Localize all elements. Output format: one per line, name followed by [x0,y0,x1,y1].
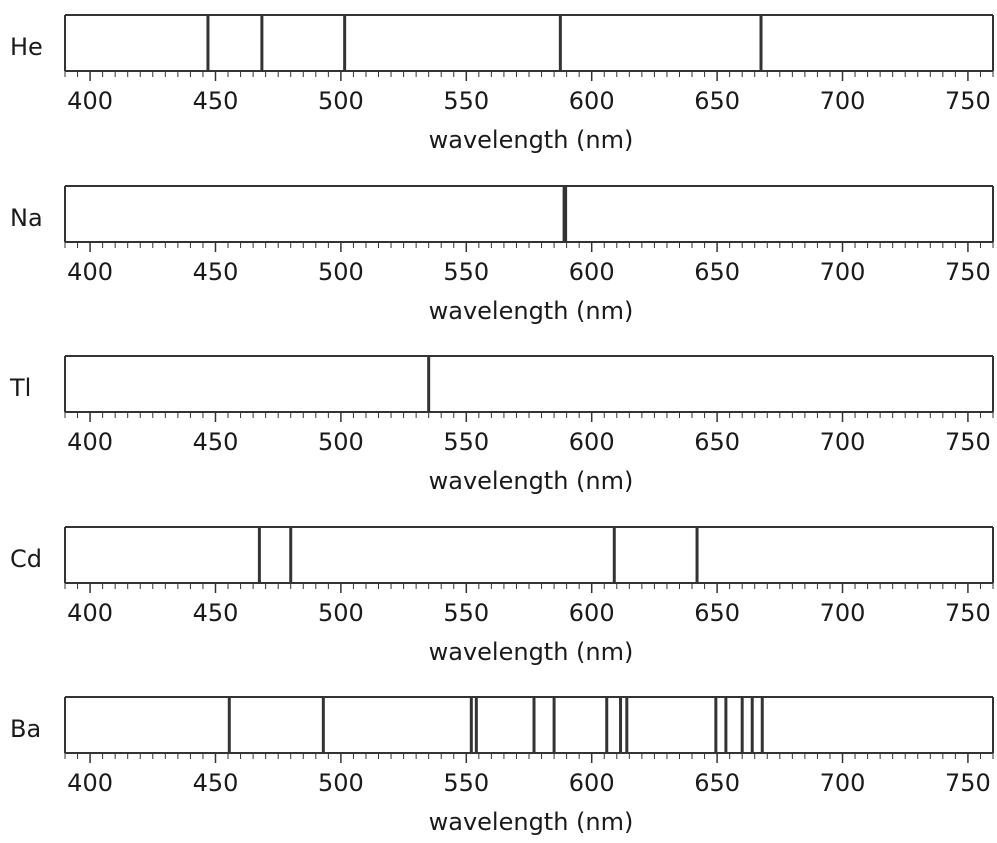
x-tick-label: 400 [67,599,113,627]
x-tick-label: 750 [945,87,991,115]
x-tick-label: 450 [193,599,239,627]
spectrum-panel-ba: Ba 400 450 500 550 600 650 700 750 wavelength (nm… [10,696,994,836]
spectrum-panel-he: He 400 450 500 550 600 650 700 750 wavelength (nm… [10,14,994,154]
x-tick-label: 500 [318,258,364,286]
x-tick-label: 600 [569,428,615,456]
x-tick-label: 400 [67,87,113,115]
x-tick-label: 450 [193,87,239,115]
x-tick-label: 550 [443,258,489,286]
element-label: Tl [9,374,31,402]
x-tick-label: 700 [820,599,866,627]
x-tick-label: 550 [443,87,489,115]
x-tick-label: 700 [820,258,866,286]
x-tick-label: 650 [694,428,740,456]
x-tick-label: 550 [443,428,489,456]
x-tick-label: 600 [569,769,615,797]
x-tick-label: 450 [193,258,239,286]
spectrum-panel-cd: Cd 400 450 500 550 600 650 700 750 wavelength (nm… [10,526,994,666]
x-tick-label: 500 [318,599,364,627]
x-tick-label: 600 [569,87,615,115]
spectrum-panel-na: Na 400 450 500 550 600 650 700 750 wavelength (nm… [10,185,994,325]
x-tick-label: 650 [694,599,740,627]
x-tick-label: 750 [945,258,991,286]
x-axis-title: wavelength (nm) [429,638,634,666]
x-tick-label: 750 [945,599,991,627]
x-tick-label: 450 [193,428,239,456]
x-tick-label: 500 [318,769,364,797]
x-axis-title: wavelength (nm) [429,126,634,154]
x-tick-label: 500 [318,428,364,456]
x-tick-label: 500 [318,87,364,115]
x-tick-label: 400 [67,428,113,456]
x-tick-label: 400 [67,769,113,797]
x-tick-label: 700 [820,87,866,115]
x-tick-label: 700 [820,769,866,797]
x-tick-label: 450 [193,769,239,797]
element-label: Ba [10,715,41,743]
x-tick-label: 550 [443,599,489,627]
x-tick-label: 650 [694,87,740,115]
x-tick-label: 650 [694,258,740,286]
element-label: Cd [10,545,42,573]
x-tick-label: 550 [443,769,489,797]
x-axis-title: wavelength (nm) [429,467,634,495]
x-axis-title: wavelength (nm) [429,297,634,325]
x-tick-label: 600 [569,258,615,286]
x-tick-label: 750 [945,769,991,797]
x-tick-label: 400 [67,258,113,286]
spectrum-panel-tl: Tl 400 450 500 550 600 650 700 750 wavelength (nm… [9,355,994,495]
x-tick-label: 600 [569,599,615,627]
x-axis-title: wavelength (nm) [429,808,634,836]
element-label: He [10,33,43,61]
x-tick-label: 750 [945,428,991,456]
x-tick-label: 650 [694,769,740,797]
element-label: Na [10,204,43,232]
x-tick-label: 700 [820,428,866,456]
